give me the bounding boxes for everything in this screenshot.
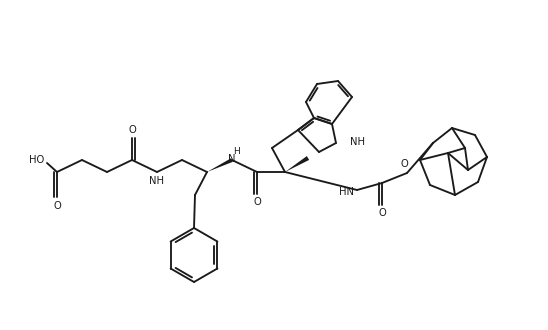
Text: HO: HO: [30, 155, 44, 165]
Polygon shape: [285, 156, 309, 172]
Text: O: O: [128, 125, 136, 135]
Text: NH: NH: [150, 176, 164, 186]
Text: O: O: [53, 201, 61, 211]
Text: O: O: [253, 197, 261, 207]
Text: H: H: [233, 147, 241, 155]
Text: N: N: [229, 154, 236, 164]
Polygon shape: [207, 158, 233, 172]
Text: HN: HN: [340, 187, 355, 197]
Text: NH: NH: [350, 137, 365, 147]
Text: O: O: [400, 159, 408, 169]
Text: O: O: [378, 208, 386, 218]
